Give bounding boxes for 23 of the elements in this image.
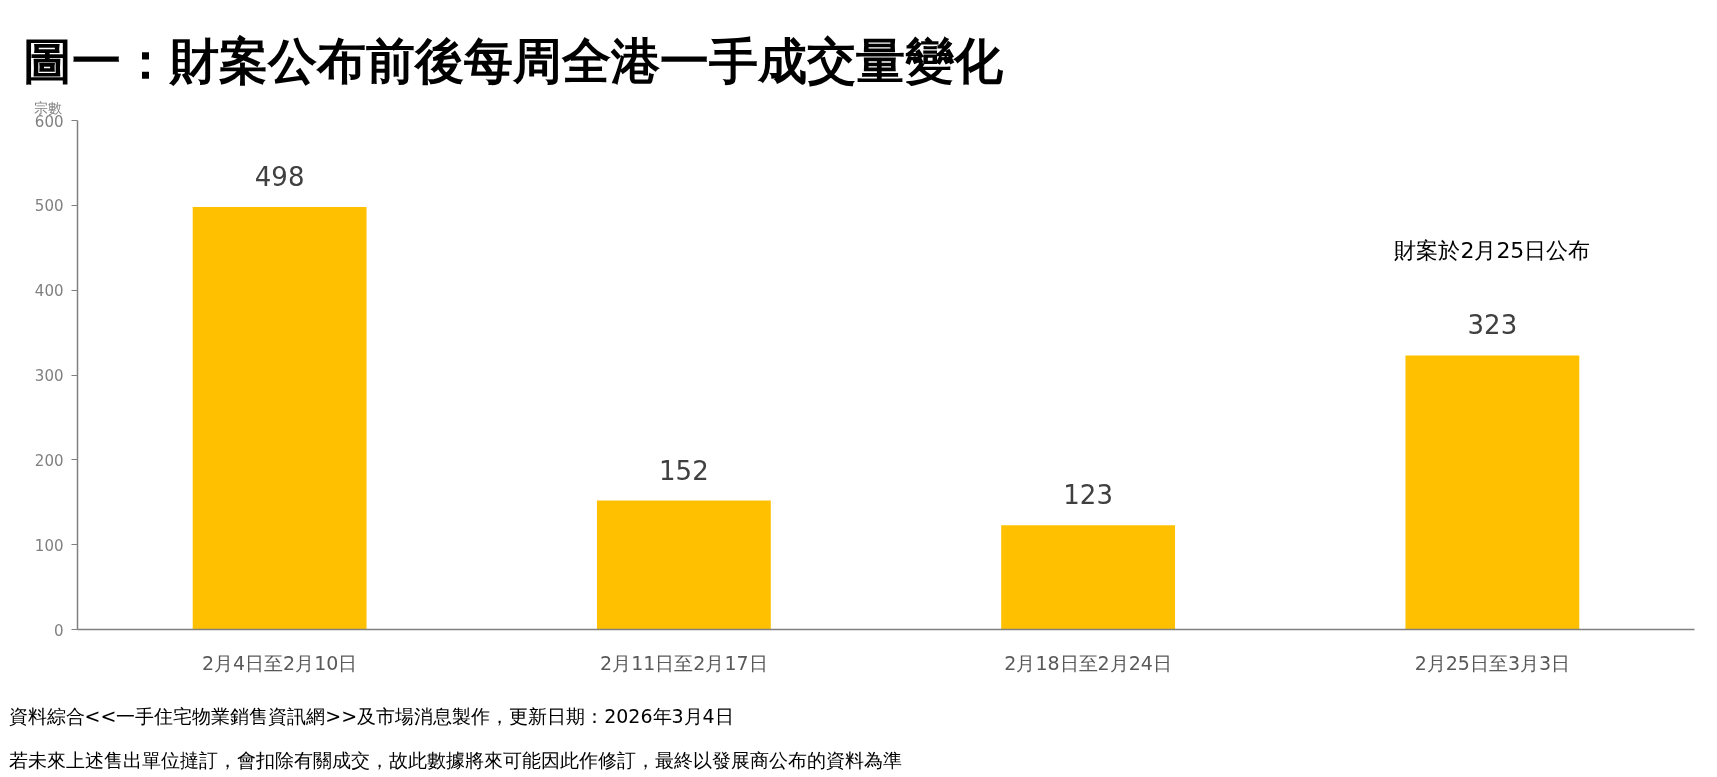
text: 資料綜合<<一手住宅物業銷售資訊網>>及市場消息製作，更新日期：2026年3月4日 bbox=[8, 704, 734, 727]
data-label: 323 bbox=[1467, 310, 1518, 341]
bar bbox=[1405, 355, 1580, 630]
y-tick-label: 100 bbox=[34, 536, 64, 555]
text: 若未來上述售出單位撻訂，會扣除有關成交，故此數據將來可能因此作修訂，最終以發展商公布的資料為準 bbox=[8, 748, 902, 771]
x-tick-label: 2月4日至2月10日 bbox=[201, 651, 358, 674]
y-tick-label: 500 bbox=[34, 197, 64, 216]
x-tick-label: 2月25日至3月3日 bbox=[1414, 651, 1571, 674]
chart-title: 圖一：財案公布前後每周全港一手成交量變化 bbox=[22, 32, 1004, 90]
bar bbox=[596, 500, 771, 630]
data-label: 123 bbox=[1063, 480, 1113, 511]
y-tick-label: 300 bbox=[34, 367, 64, 385]
bar bbox=[1001, 525, 1176, 630]
y-tick-label: 200 bbox=[34, 451, 64, 470]
data-label: 152 bbox=[659, 455, 709, 486]
data-label: 498 bbox=[254, 162, 305, 193]
y-tick-label: 400 bbox=[34, 282, 64, 301]
x-tick-label: 2月18日至2月24日 bbox=[1004, 651, 1172, 674]
y-axis-title: 宗數 bbox=[33, 99, 62, 116]
y-tick-label: 0 bbox=[53, 621, 64, 640]
annotation: 財案於2月25日公布 bbox=[1394, 238, 1591, 263]
bar bbox=[192, 207, 367, 630]
x-tick-label: 2月11日至2月17日 bbox=[600, 651, 768, 674]
